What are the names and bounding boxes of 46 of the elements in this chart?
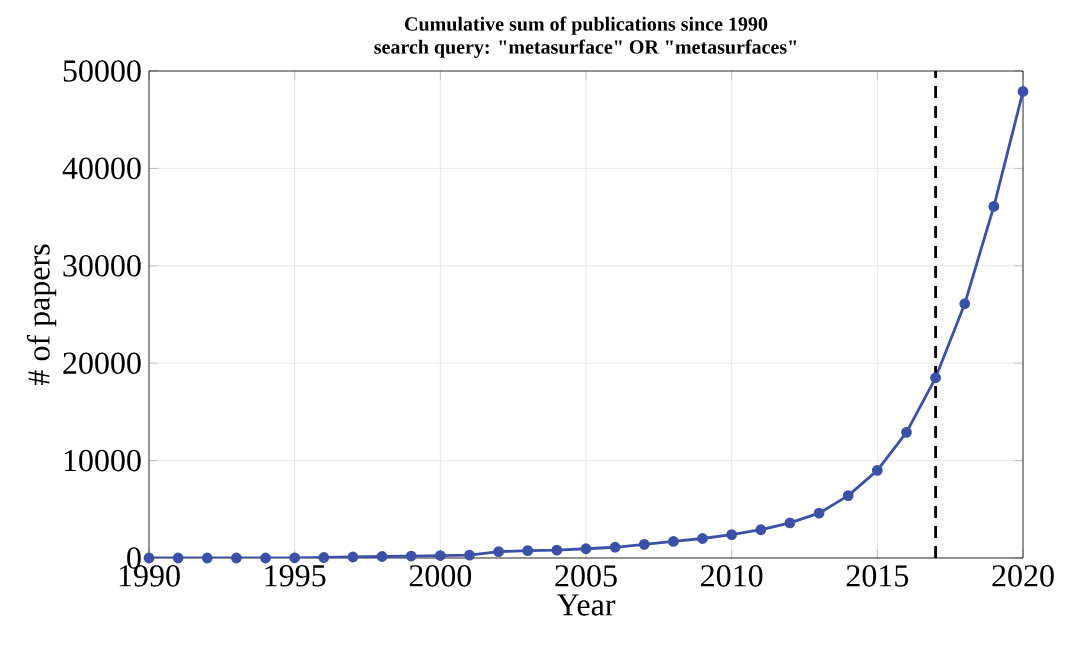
- y-tick-label: 30000: [63, 255, 141, 277]
- x-tick-label: 1995: [265, 565, 326, 587]
- point: [1017, 86, 1029, 97]
- point: [697, 533, 708, 544]
- point: [464, 549, 475, 561]
- point: [813, 507, 825, 519]
- point: [493, 546, 505, 558]
- point: [289, 552, 301, 564]
- point: [755, 524, 767, 536]
- point: [551, 544, 563, 556]
- point: [988, 200, 1000, 212]
- point: [231, 552, 242, 564]
- point: [901, 426, 912, 438]
- point: [580, 543, 592, 555]
- x-tick-label: 2015: [846, 565, 909, 587]
- point: [434, 550, 446, 561]
- point: [726, 529, 738, 541]
- x-tick-label: 2005: [555, 565, 617, 587]
- point: [784, 517, 796, 529]
- point: [842, 490, 854, 502]
- point: [318, 552, 330, 563]
- x-tick-label: 2010: [701, 565, 763, 587]
- y-tick-label: 20000: [63, 352, 141, 374]
- point: [376, 551, 388, 562]
- x-tick-label: 2020: [992, 565, 1054, 587]
- point: [930, 372, 941, 384]
- y-tick-label: 50000: [63, 60, 141, 82]
- point: [143, 552, 155, 564]
- y-tick-label: 40000: [62, 157, 141, 180]
- x-axis-title: Year: [556, 594, 616, 616]
- point: [522, 545, 534, 557]
- point: [347, 551, 359, 563]
- point: [172, 552, 184, 564]
- chart-title: Cumulative sum of publications since 1990: [405, 16, 768, 35]
- y-tick-label: 10000: [64, 449, 141, 472]
- point: [405, 550, 417, 562]
- chart-subtitle: search query: "metasurface" OR "metasurfaces": [374, 39, 797, 58]
- point: [260, 552, 271, 564]
- point: [871, 464, 883, 476]
- y-axis-title: # of papers: [26, 244, 57, 386]
- point: [609, 541, 621, 553]
- x-tick-label: 2000: [409, 565, 472, 587]
- point: [201, 552, 213, 564]
- point: [959, 298, 971, 310]
- point: [668, 536, 679, 547]
- point: [638, 538, 650, 550]
